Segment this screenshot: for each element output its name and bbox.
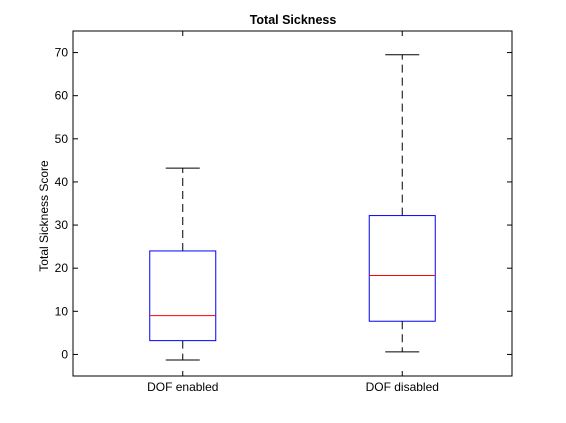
boxes bbox=[149, 54, 436, 361]
y-axis: 0 10 20 30 40 50 60 70 bbox=[55, 46, 512, 361]
y-tick-label: 30 bbox=[55, 218, 69, 232]
x-axis: DOF enabled DOF disabled bbox=[147, 31, 439, 394]
x-tick-label: DOF disabled bbox=[366, 380, 439, 394]
box-2 bbox=[368, 54, 436, 353]
iqr-box bbox=[149, 250, 217, 342]
y-tick-label: 0 bbox=[61, 347, 68, 361]
plot-frame bbox=[72, 30, 513, 377]
y-tick-label: 70 bbox=[55, 46, 69, 60]
y-tick-label: 60 bbox=[55, 89, 69, 103]
y-tick-label: 20 bbox=[55, 261, 69, 275]
y-tick-label: 50 bbox=[55, 132, 69, 146]
x-tick-label: DOF enabled bbox=[147, 380, 218, 394]
box-1 bbox=[149, 167, 217, 361]
iqr-box bbox=[368, 215, 436, 322]
y-tick-label: 40 bbox=[55, 175, 69, 189]
y-tick-label: 10 bbox=[55, 304, 69, 318]
chart-title: Total Sickness bbox=[250, 13, 337, 27]
plot-area bbox=[72, 30, 513, 377]
y-axis-label: Total Sickness Score bbox=[37, 160, 51, 272]
